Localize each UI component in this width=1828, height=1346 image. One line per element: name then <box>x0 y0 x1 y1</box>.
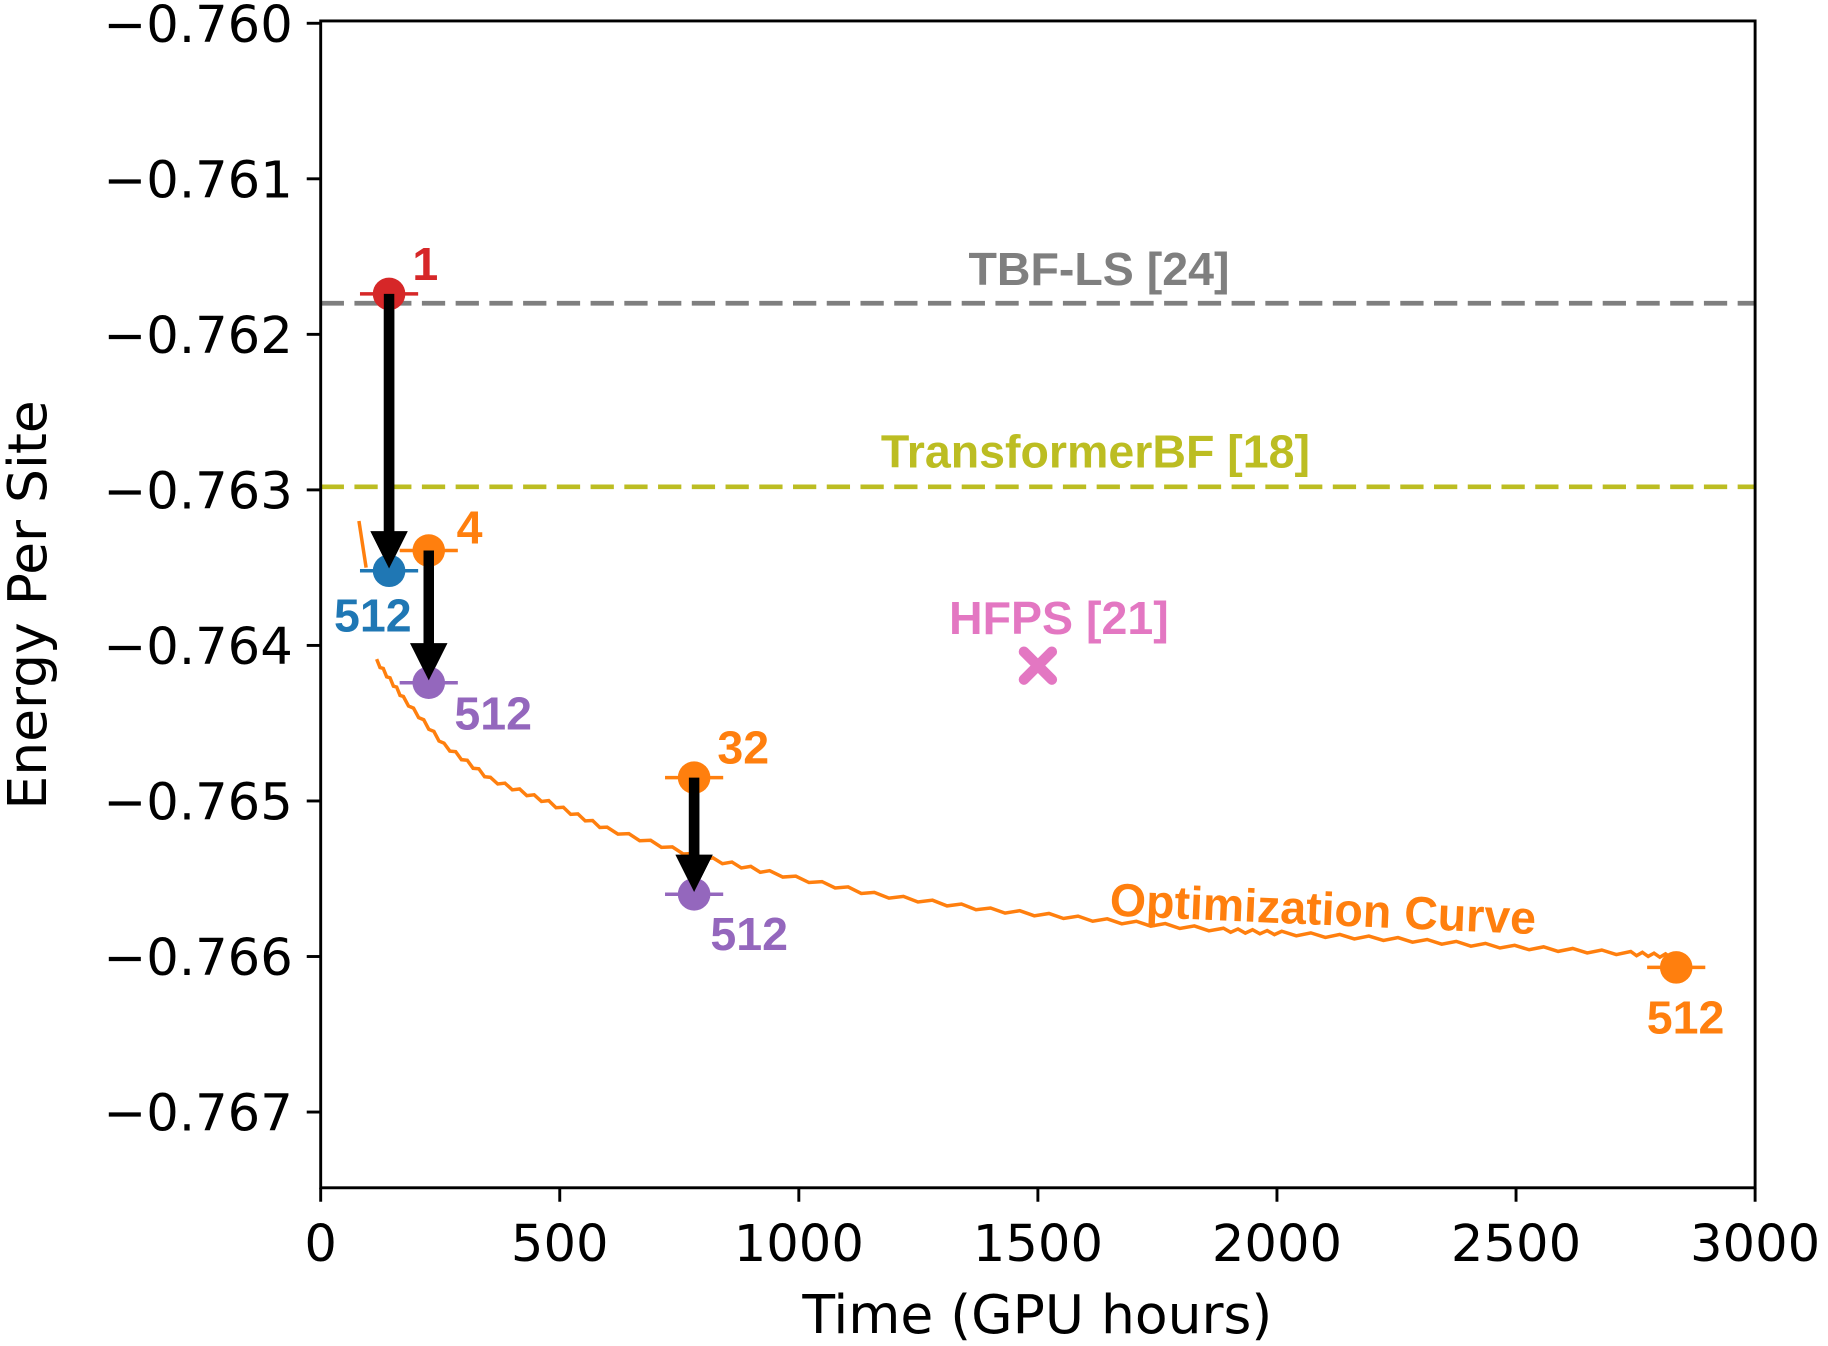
data-point-label: 32 <box>717 722 769 774</box>
data-point-label: 512 <box>334 589 412 641</box>
optimization-curve-initial <box>357 520 368 568</box>
data-point-label: 512 <box>1647 992 1725 1044</box>
y-tick-label: −0.763 <box>103 462 292 522</box>
x-marker <box>1018 646 1058 685</box>
y-tick-label: −0.764 <box>103 617 292 677</box>
data-point <box>372 554 406 588</box>
x-tick-label: 2000 <box>1212 1214 1342 1274</box>
data-point <box>677 878 711 911</box>
x-tick-label: 2500 <box>1451 1214 1581 1274</box>
y-tick-label: −0.761 <box>103 150 292 210</box>
arrow-head <box>370 531 408 569</box>
arrow-head <box>675 854 713 892</box>
x-tick-label: 0 <box>304 1214 337 1274</box>
x-tick-label: 1500 <box>973 1214 1103 1274</box>
y-tick-label: −0.760 <box>103 0 292 55</box>
data-point-label: 1 <box>412 238 438 290</box>
arrow-head <box>410 643 448 681</box>
y-tick-label: −0.765 <box>103 773 292 833</box>
x-tick-label: 3000 <box>1690 1214 1820 1274</box>
y-tick-label: −0.766 <box>103 928 292 988</box>
data-point-label: 4 <box>457 502 483 554</box>
data-point-label: 512 <box>710 908 788 960</box>
x-tick-label: 1000 <box>734 1214 864 1274</box>
x-tick-label: 500 <box>511 1214 609 1274</box>
data-point <box>372 277 406 311</box>
optimization-curve-label: Optimization Curve <box>1109 874 1537 945</box>
data-point-label: 512 <box>454 687 532 739</box>
optimization-curve <box>375 658 1678 960</box>
marker-label: HFPS [21] <box>949 592 1169 644</box>
x-axis-label: Time (GPU hours) <box>801 1283 1272 1346</box>
reference-line-label: TransformerBF [18] <box>881 426 1310 478</box>
y-tick-label: −0.762 <box>103 306 292 366</box>
reference-line-label: TBF-LS [24] <box>968 243 1229 295</box>
data-point <box>412 666 446 700</box>
y-tick-label: −0.767 <box>103 1084 292 1144</box>
y-axis-label: Energy Per Site <box>0 400 59 809</box>
data-point <box>1659 951 1693 984</box>
